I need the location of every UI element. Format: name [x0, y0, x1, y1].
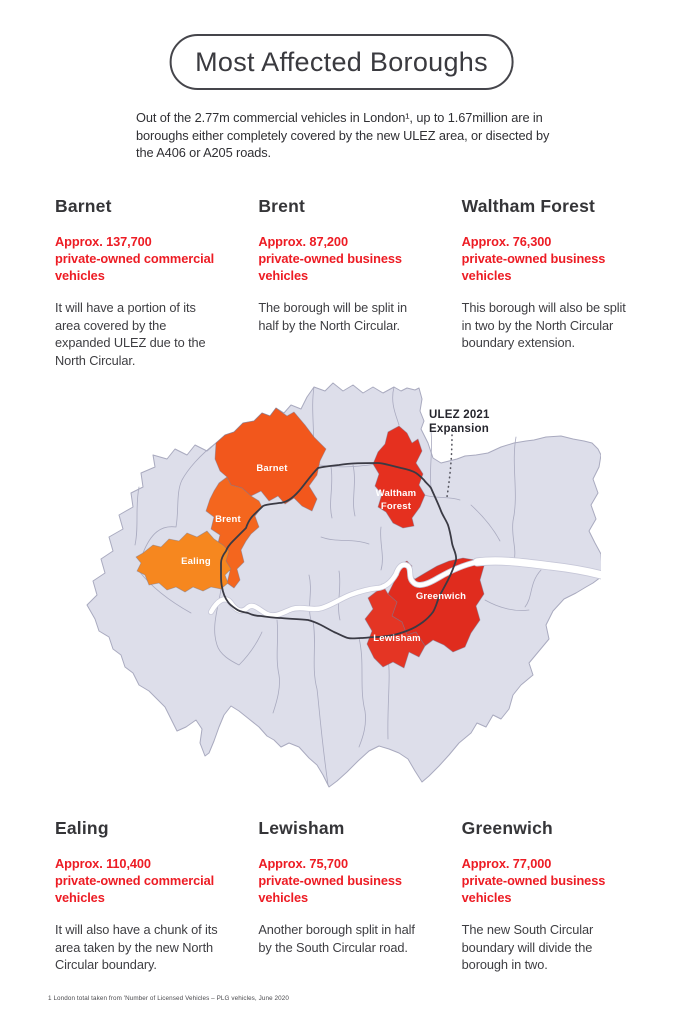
london-map: ULEZ 2021 Expansion Barnet Brent Ealing … [81, 375, 607, 795]
borough-card-greenwich: Greenwich Approx. 77,000 private-owned b… [462, 818, 628, 974]
borough-stat: Approx. 75,700 private-owned business ve… [258, 856, 402, 905]
borough-desc: Another borough split in half by the Sou… [258, 922, 415, 955]
intro-text: Out of the 2.77m commercial vehicles in … [136, 110, 550, 161]
footnote: 1 London total taken from 'Number of Lic… [48, 995, 289, 1002]
borough-card-brent: Brent Approx. 87,200 private-owned busin… [258, 196, 424, 369]
borough-desc: The borough will be split in half by the… [258, 300, 408, 333]
borough-cards-top-row: Barnet Approx. 137,700 private-owned com… [55, 196, 628, 369]
ulez-annotation-line1: ULEZ 2021 [429, 409, 490, 421]
borough-boundary-lines [134, 386, 542, 786]
thames-river-east [473, 557, 606, 579]
borough-card-ealing: Ealing Approx. 110,400 private-owned com… [55, 818, 221, 974]
map-label-waltham-forest-line2: Forest [381, 501, 412, 512]
borough-stat: Approx. 137,700 private-owned commercial… [55, 234, 215, 283]
map-region-brent [205, 476, 263, 589]
thames-river [208, 559, 480, 618]
borough-name: Brent [258, 196, 306, 216]
map-label-greenwich: Greenwich [416, 591, 466, 602]
dotted-leader-line [446, 434, 453, 498]
ulez-boundary-road [220, 462, 458, 640]
map-region-ealing [135, 530, 232, 593]
map-label-barnet: Barnet [256, 463, 288, 474]
borough-stat: Approx. 76,300 private-owned business ve… [461, 234, 606, 283]
london-borough-map-svg: ULEZ 2021 Expansion Barnet Brent Ealing … [86, 382, 607, 788]
borough-desc: This borough will also be split in two b… [461, 300, 626, 351]
ulez-annotation-line2: Expansion [429, 423, 489, 435]
page-title-pill: Most Affected Boroughs [169, 34, 514, 90]
borough-card-waltham-forest: Waltham Forest Approx. 76,300 private-ow… [462, 196, 628, 369]
map-region-waltham-forest [372, 425, 426, 529]
borough-cards-bottom-row: Ealing Approx. 110,400 private-owned com… [55, 818, 628, 974]
borough-stat: Approx. 87,200 private-owned business ve… [258, 234, 402, 283]
map-label-ealing: Ealing [181, 556, 211, 567]
borough-name: Waltham Forest [461, 196, 596, 216]
borough-name: Barnet [55, 196, 112, 216]
map-label-brent: Brent [215, 514, 241, 525]
borough-card-lewisham: Lewisham Approx. 75,700 private-owned bu… [258, 818, 424, 974]
map-label-lewisham: Lewisham [373, 633, 421, 644]
borough-desc: It will have a portion of its area cover… [55, 300, 206, 368]
borough-card-barnet: Barnet Approx. 137,700 private-owned com… [55, 196, 221, 369]
page-title: Most Affected Boroughs [195, 46, 488, 77]
borough-name: Greenwich [461, 818, 553, 838]
borough-name: Ealing [55, 818, 109, 838]
map-region-lewisham [364, 583, 426, 669]
borough-desc: The new South Circular boundary will div… [461, 922, 594, 973]
map-region-barnet [214, 407, 327, 512]
map-label-waltham-forest-line1: Waltham [376, 488, 417, 499]
borough-stat: Approx. 77,000 private-owned business ve… [461, 856, 606, 905]
borough-name: Lewisham [258, 818, 345, 838]
borough-desc: It will also have a chunk of its area ta… [55, 922, 218, 973]
borough-stat: Approx. 110,400 private-owned commercial… [55, 856, 215, 905]
